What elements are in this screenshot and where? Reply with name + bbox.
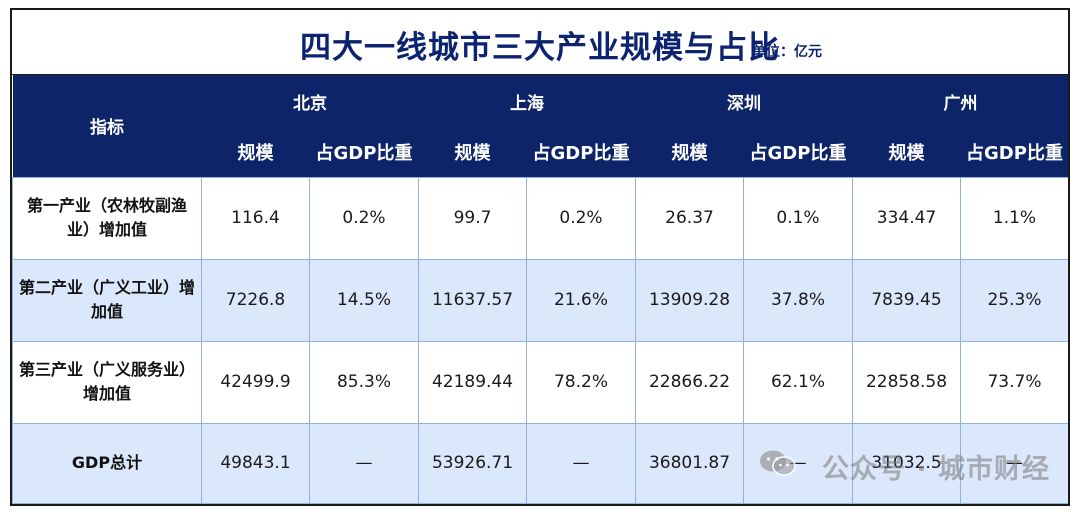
header-city-shanghai: 上海: [418, 75, 636, 127]
table-cell: 21.6%: [526, 258, 636, 342]
table-cell: 42499.9: [201, 340, 310, 424]
table-cell: 85.3%: [309, 340, 419, 424]
header-city-guangzhou: 广州: [852, 75, 1068, 127]
header-share: 占GDP比重: [960, 127, 1068, 177]
header-scale: 规模: [418, 127, 527, 177]
header-share: 占GDP比重: [743, 127, 853, 177]
table-cell: 36801.87: [635, 422, 744, 504]
table-cell: 78.2%: [526, 340, 636, 424]
table-cell: —: [526, 422, 636, 504]
header-scale: 规模: [852, 127, 961, 177]
table-cell: —: [960, 422, 1068, 504]
table-row-total: GDP总计 49843.1 — 53926.71 — 36801.87 — 31…: [12, 422, 1068, 504]
header-scale: 规模: [635, 127, 744, 177]
header-scale: 规模: [201, 127, 310, 177]
header-share: 占GDP比重: [309, 127, 419, 177]
header-indicator: 指标: [12, 75, 202, 177]
table-cell: 11637.57: [418, 258, 527, 342]
row-label: 第二产业（广义工业）增加值: [12, 258, 202, 342]
table-cell: 31032.5: [852, 422, 961, 504]
table-cell: 62.1%: [743, 340, 853, 424]
table-cell: 73.7%: [960, 340, 1068, 424]
table-cell: 0.2%: [526, 176, 636, 260]
table-cell: 1.1%: [960, 176, 1068, 260]
table-cell: 116.4: [201, 176, 310, 260]
table-row: 第三产业（广义服务业）增加值 42499.9 85.3% 42189.44 78…: [12, 340, 1068, 424]
table-cell: 7226.8: [201, 258, 310, 342]
table-cell: 22858.58: [852, 340, 961, 424]
table-cell: —: [309, 422, 419, 504]
table-cell: 13909.28: [635, 258, 744, 342]
table-row: 第一产业（农林牧副渔业）增加值 116.4 0.2% 99.7 0.2% 26.…: [12, 176, 1068, 260]
page-title: 四大一线城市三大产业规模与占比: [300, 30, 780, 66]
row-label: 第一产业（农林牧副渔业）增加值: [12, 176, 202, 260]
table-cell: 334.47: [852, 176, 961, 260]
row-label: GDP总计: [12, 422, 202, 504]
table-cell: 25.3%: [960, 258, 1068, 342]
unit-label: 单位：亿元: [752, 44, 822, 60]
header-city-beijing: 北京: [201, 75, 419, 127]
table-cell: 37.8%: [743, 258, 853, 342]
table-cell: 26.37: [635, 176, 744, 260]
table-cell: —: [743, 422, 853, 504]
table-frame: 四大一线城市三大产业规模与占比 单位：亿元 指标 北京 上海 深圳 广州 规模 …: [10, 8, 1070, 506]
table-cell: 42189.44: [418, 340, 527, 424]
table-cell: 14.5%: [309, 258, 419, 342]
title-bar: 四大一线城市三大产业规模与占比 单位：亿元: [12, 10, 1068, 75]
header-city-shenzhen: 深圳: [635, 75, 853, 127]
table-cell: 53926.71: [418, 422, 527, 504]
table-cell: 99.7: [418, 176, 527, 260]
data-table: 指标 北京 上海 深圳 广州 规模 占GDP比重 规模 占GDP比重 规模 占G…: [12, 75, 1068, 504]
table-cell: 0.2%: [309, 176, 419, 260]
watermark: 公众号 · 城市财经: [821, 454, 1050, 485]
table-cell: 49843.1: [201, 422, 310, 504]
table-row: 第二产业（广义工业）增加值 7226.8 14.5% 11637.57 21.6…: [12, 258, 1068, 342]
table-cell: 0.1%: [743, 176, 853, 260]
table-cell: 7839.45: [852, 258, 961, 342]
table-cell: 22866.22: [635, 340, 744, 424]
row-label: 第三产业（广义服务业）增加值: [12, 340, 202, 424]
header-share: 占GDP比重: [526, 127, 636, 177]
wechat-icon: [760, 450, 796, 476]
